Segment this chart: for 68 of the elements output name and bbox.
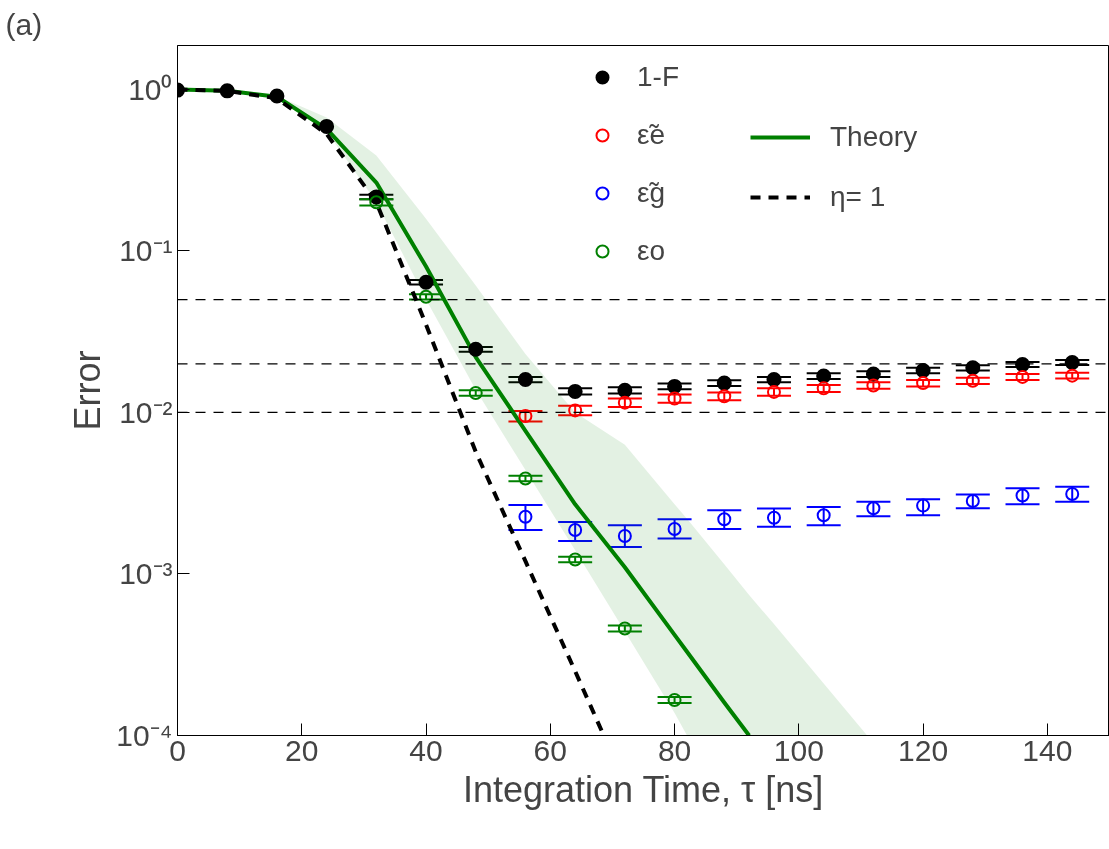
point	[1015, 357, 1031, 373]
point	[667, 521, 682, 536]
x-tick-label: 60	[533, 733, 567, 767]
y-tick-label: 10⁻²	[119, 395, 173, 429]
point	[965, 373, 980, 388]
x-tick-label: 120	[898, 733, 949, 767]
y-tick-label: 10⁰	[128, 72, 173, 106]
point	[418, 274, 434, 290]
point	[766, 510, 781, 525]
point	[617, 382, 633, 398]
point	[965, 360, 981, 376]
point	[1065, 368, 1080, 383]
point	[319, 118, 335, 134]
point	[468, 385, 483, 400]
point	[717, 512, 732, 527]
point	[667, 378, 683, 394]
legend-label: Theory	[830, 120, 918, 154]
legend-label: εo	[637, 234, 666, 268]
y-tick-label: 10⁻¹	[119, 234, 173, 268]
point	[816, 508, 831, 523]
point	[865, 366, 881, 382]
point	[1064, 354, 1080, 370]
point	[518, 509, 533, 524]
x-tick-label: 80	[657, 733, 692, 767]
point	[716, 375, 732, 391]
y-tick-label: 10⁻³	[119, 557, 173, 591]
point	[419, 289, 434, 304]
point	[866, 378, 881, 393]
x-tick-label: 40	[409, 733, 443, 767]
legend-label: η= 1	[830, 180, 886, 214]
x-tick-label: 140	[1022, 733, 1073, 767]
point	[1015, 369, 1030, 384]
point	[517, 372, 533, 387]
point	[1065, 486, 1080, 501]
point	[617, 528, 632, 543]
point	[965, 494, 980, 508]
text: (a)	[5, 7, 43, 41]
point	[518, 471, 533, 486]
point	[568, 523, 583, 538]
point	[269, 88, 285, 104]
point	[219, 83, 235, 99]
x-axis-title: Integration Time, τ [ns]	[462, 768, 824, 810]
y-axis-title: Error	[67, 350, 109, 431]
point	[568, 552, 583, 567]
legend-label: ε̃e	[637, 118, 666, 152]
point	[567, 383, 583, 399]
point	[915, 362, 931, 378]
point	[369, 195, 384, 210]
point	[916, 498, 931, 513]
point	[468, 341, 484, 357]
point	[816, 381, 831, 396]
point	[617, 621, 632, 636]
point	[766, 384, 781, 399]
x-tick-label: 20	[285, 733, 319, 767]
point	[518, 409, 533, 424]
x-tick-label: 100	[773, 733, 824, 767]
point	[916, 376, 931, 391]
legend-label: ε̃g	[637, 176, 666, 210]
point	[667, 391, 682, 406]
point	[1015, 488, 1030, 503]
legend-label: 1-F	[637, 60, 679, 94]
point	[866, 501, 881, 516]
point	[816, 368, 832, 384]
point	[617, 395, 632, 410]
point	[568, 403, 583, 418]
point	[766, 372, 782, 387]
point	[717, 389, 732, 404]
point	[667, 692, 682, 707]
